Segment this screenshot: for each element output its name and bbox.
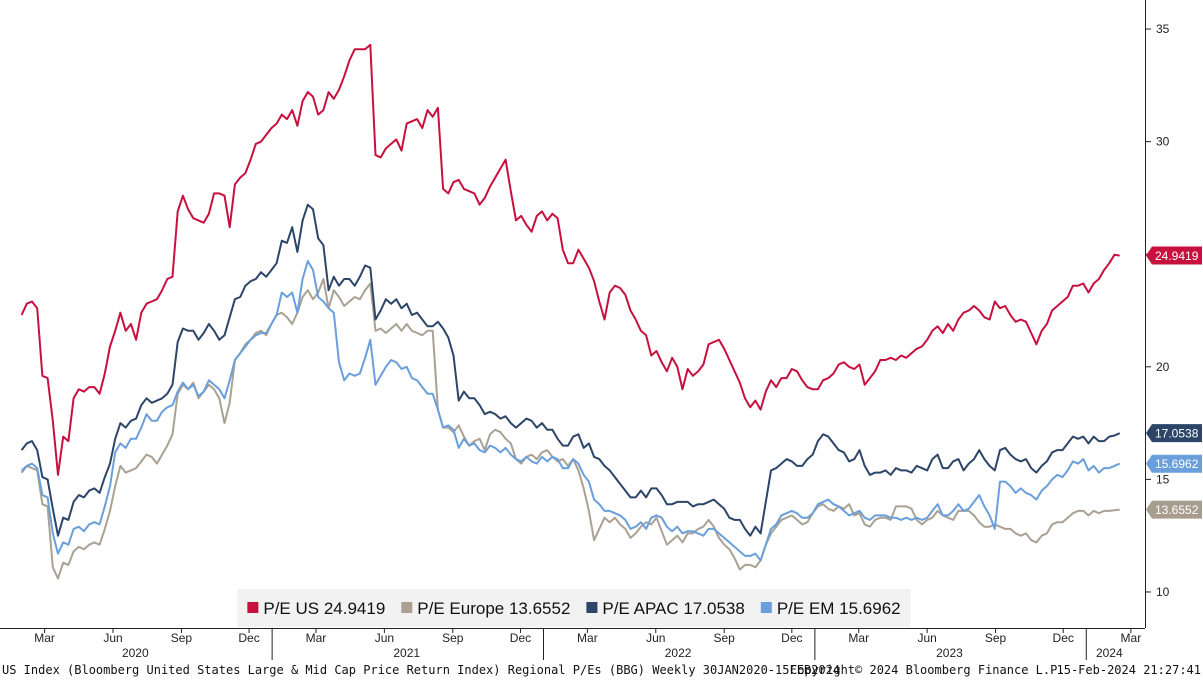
- x-tick-label: Dec: [1053, 631, 1074, 645]
- x-tick-label: Dec: [510, 631, 531, 645]
- y-tick-label: 35: [1156, 22, 1170, 36]
- x-tick-label: Jun: [103, 631, 122, 645]
- last-value-label: 17.0538: [1146, 424, 1202, 443]
- last-value-label: 13.6552: [1146, 500, 1202, 519]
- y-tick-label: 10: [1156, 585, 1170, 599]
- x-tick-label: Mar: [34, 631, 55, 645]
- x-tick-label: Sep: [985, 631, 1007, 645]
- last-value-box: [1146, 454, 1202, 473]
- last-value-label: 15.6962: [1146, 454, 1202, 473]
- series-line-p-e-us: [20, 43, 1120, 476]
- legend-label: P/E Europe 13.6552: [417, 599, 570, 618]
- x-year-label: 2024: [1096, 646, 1123, 660]
- x-tick-label: Jun: [646, 631, 665, 645]
- legend-label: P/E EM 15.6962: [777, 599, 901, 618]
- x-tick-label: Jun: [375, 631, 394, 645]
- legend-swatch: [247, 602, 259, 613]
- legend-box: [237, 589, 911, 627]
- footer-copyright: Copyright© 2024 Bloomberg Finance L.P.: [790, 663, 1065, 677]
- legend-swatch: [401, 602, 413, 613]
- legend-label: P/E APAC 17.0538: [602, 599, 744, 618]
- x-tick-label: Dec: [781, 631, 802, 645]
- x-year-label: 2022: [665, 646, 692, 660]
- last-value-label: 24.9419: [1146, 246, 1202, 265]
- x-tick-label: Dec: [238, 631, 259, 645]
- legend: P/E US 24.9419 P/E Europe 13.6552 P/E APAC…: [237, 589, 911, 627]
- last-value-text: 13.6552: [1155, 503, 1199, 517]
- x-tick-label: Jun: [917, 631, 936, 645]
- series-lines: [20, 43, 1121, 580]
- x-tick-label: Mar: [306, 631, 327, 645]
- x-tick-label: Sep: [713, 631, 735, 645]
- x-tick-label: Mar: [577, 631, 598, 645]
- series-line-p-e-apac: [20, 203, 1121, 537]
- last-value-labels: 24.9419 13.6552 17.0538 15.6962: [1146, 246, 1202, 519]
- legend-item: P/E APAC 17.0538: [586, 599, 745, 618]
- y-tick-label: 15: [1156, 472, 1170, 486]
- last-value-text: 17.0538: [1155, 427, 1199, 441]
- legend-item: P/E US 24.9419: [247, 599, 385, 618]
- x-year-label: 2023: [936, 646, 963, 660]
- x-axis: Mar Jun Sep Dec Mar Jun Sep Dec Mar Jun Sep Dec Mar J…: [34, 628, 1141, 660]
- footer-source: US Index (Bloomberg United States Large …: [2, 663, 841, 677]
- last-value-text: 15.6962: [1155, 457, 1199, 471]
- x-tick-label: Sep: [171, 631, 193, 645]
- legend-item: P/E Europe 13.6552: [401, 599, 570, 618]
- x-year-label: 2021: [393, 646, 420, 660]
- legend-label: P/E US 24.9419: [263, 599, 385, 618]
- x-tick-label: Sep: [442, 631, 464, 645]
- last-value-box: [1146, 500, 1202, 519]
- y-tick-label: 30: [1156, 135, 1170, 149]
- x-tick-label: Mar: [1121, 631, 1142, 645]
- last-value-box: [1146, 246, 1202, 265]
- legend-swatch: [586, 602, 598, 613]
- y-tick-label: 20: [1156, 360, 1170, 374]
- x-tick-label: Mar: [848, 631, 869, 645]
- footer-timestamp: 15-Feb-2024 21:27:41: [1056, 663, 1202, 677]
- legend-swatch: [760, 602, 772, 613]
- x-year-label: 2020: [122, 646, 149, 660]
- legend-item: P/E EM 15.6962: [760, 599, 901, 618]
- series-line-p-e-europe: [20, 278, 1120, 580]
- last-value-box: [1146, 424, 1202, 443]
- series-line-p-e-em: [20, 260, 1121, 562]
- last-value-text: 24.9419: [1155, 249, 1199, 263]
- plot-area: [0, 0, 1146, 629]
